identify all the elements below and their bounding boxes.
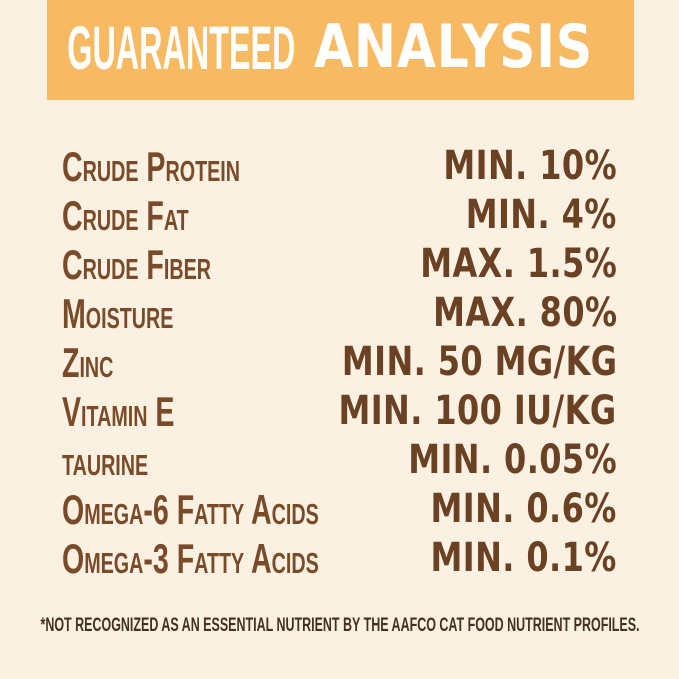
nutrient-value: MIN. 50 MG/KG (341, 339, 617, 385)
nutrient-value: MAX. 80% (432, 290, 617, 336)
table-row: Vitamin E MIN. 100 IU/KG (62, 387, 617, 436)
nutrient-label: Omega-3 Fatty Acids (62, 535, 319, 582)
nutrient-value: MIN. 0.05% (408, 437, 617, 483)
nutrient-value: MIN. 4% (466, 192, 617, 238)
table-row: Omega-6 Fatty Acids MIN. 0.6% (62, 485, 617, 534)
table-row: Moisture MAX. 80% (62, 289, 617, 338)
table-row: Crude Fat MIN. 4% (62, 191, 617, 240)
nutrient-value: MIN. 10% (443, 143, 617, 189)
footnote-text: *NOT RECOGNIZED AS AN ESSENTIAL NUTRIENT… (39, 614, 640, 636)
nutrient-label: Crude Fiber (62, 241, 212, 288)
nutrient-value: MAX. 1.5% (420, 241, 617, 287)
nutrient-label: Vitamin E (62, 388, 175, 435)
table-row: taurine MIN. 0.05% (62, 436, 617, 485)
table-row: Omega-3 Fatty Acids MIN. 0.1% (62, 534, 617, 583)
nutrient-value: MIN. 100 IU/KG (338, 388, 617, 434)
nutrient-label: taurine (62, 437, 149, 484)
nutrient-value: MIN. 0.1% (430, 535, 617, 581)
header-title-analysis: ANALYSIS (314, 12, 594, 82)
nutrient-label: Omega-6 Fatty Acids (62, 486, 319, 533)
footnote: *NOT RECOGNIZED AS AN ESSENTIAL NUTRIENT… (0, 614, 679, 640)
header-title-guaranteed: GUARANTEED (66, 14, 295, 82)
nutrient-label: Crude Fat (62, 192, 189, 239)
table-row: Zinc MIN. 50 MG/KG (62, 338, 617, 387)
table-row: Crude Protein MIN. 10% (62, 142, 617, 191)
header-bar: GUARANTEED ANALYSIS (47, 0, 634, 100)
nutrient-label: Zinc (62, 339, 114, 386)
table-row: Crude Fiber MAX. 1.5% (62, 240, 617, 289)
nutrient-label: Crude Protein (62, 143, 240, 190)
nutrient-label: Moisture (62, 290, 174, 337)
analysis-table: Crude Protein MIN. 10% Crude Fat MIN. 4%… (62, 142, 617, 583)
nutrient-value: MIN. 0.6% (430, 486, 617, 532)
